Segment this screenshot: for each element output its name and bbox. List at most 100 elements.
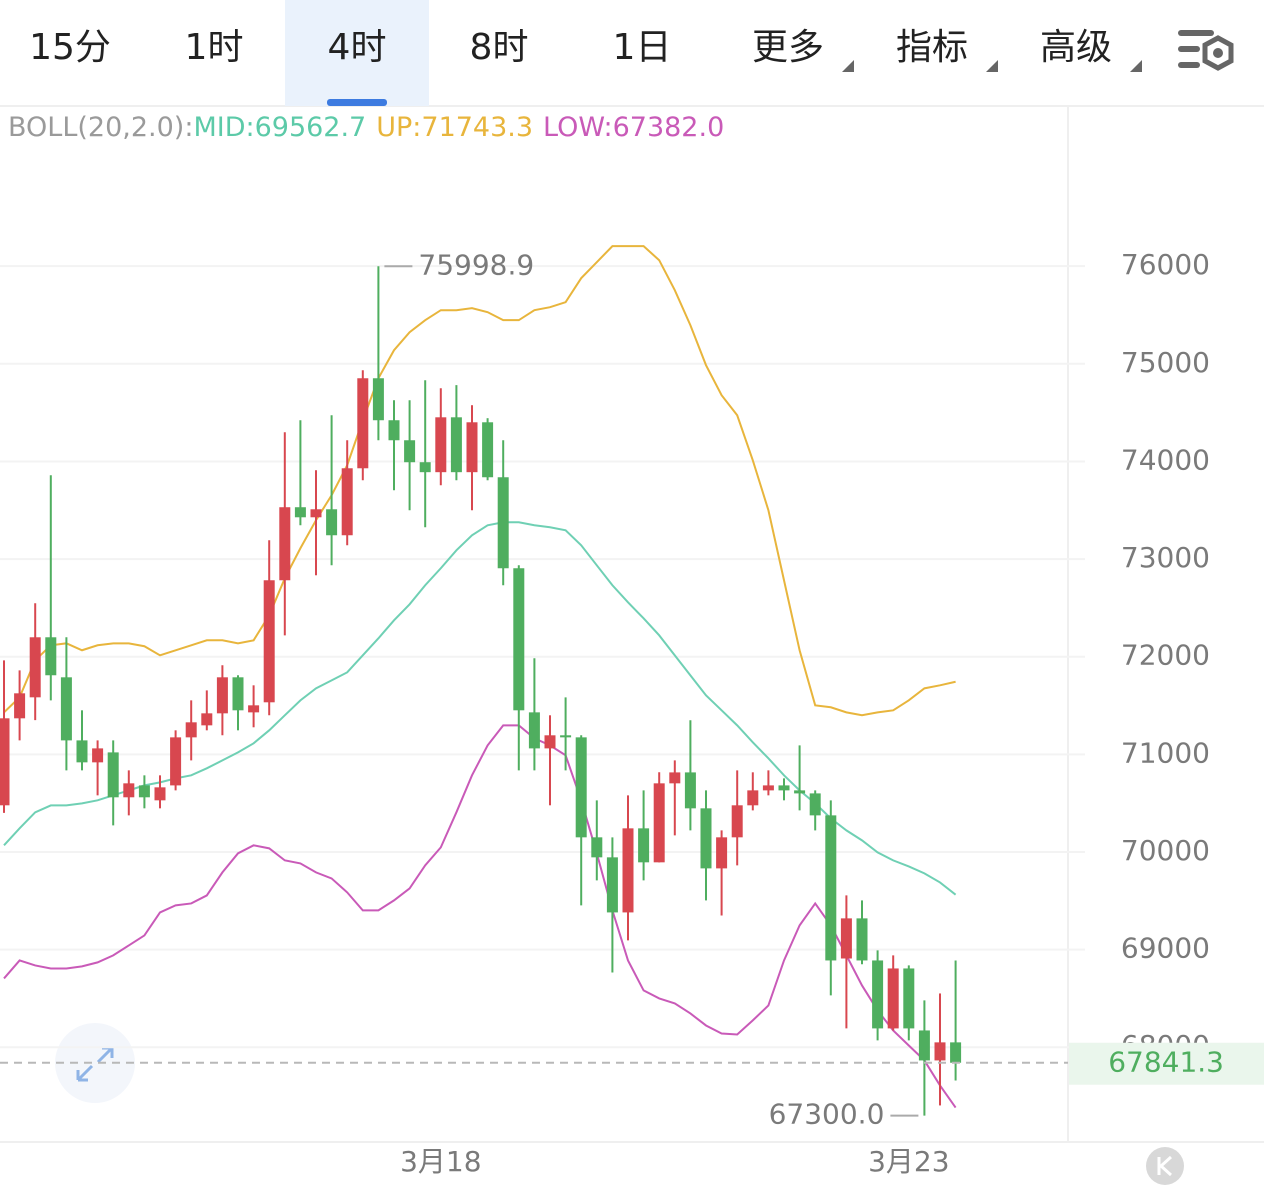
y-tick-label: 75000 — [1121, 346, 1210, 379]
last-price-box — [1069, 1042, 1264, 1085]
tab-label: 高级 — [1040, 27, 1112, 68]
candle-body — [372, 378, 384, 421]
candle-body — [794, 790, 806, 794]
candle-body — [840, 918, 852, 959]
icon-bar — [1178, 46, 1200, 52]
candle-body — [60, 677, 72, 741]
tab-label: 1日 — [613, 27, 672, 68]
expand-bg — [55, 1023, 135, 1103]
y-tick-label: 74000 — [1121, 443, 1210, 476]
candle-body — [856, 918, 868, 961]
min-label: 67300.0 — [769, 1098, 885, 1131]
candle-body — [263, 580, 275, 703]
tab[interactable]: 4时 — [285, 0, 429, 106]
dropdown-arrow — [842, 60, 854, 72]
x-tick-label: 3月23 — [868, 1145, 949, 1178]
candle-body — [700, 808, 712, 869]
candle-body — [872, 960, 884, 1029]
band-line — [3, 724, 957, 1109]
candle-body — [232, 677, 244, 711]
candle-body — [887, 968, 899, 1029]
candle-body — [14, 693, 26, 719]
candle-body — [497, 477, 509, 569]
tab[interactable]: 高级 — [1040, 27, 1142, 72]
candle-body — [294, 507, 306, 518]
tab-label: 1时 — [185, 27, 244, 68]
candle-body — [684, 772, 696, 809]
y-tick-label: 72000 — [1121, 639, 1210, 672]
indicator-legend: BOLL(20,2.0):MID:69562.7 UP:71743.3 LOW:67… — [8, 112, 724, 143]
candle-body — [170, 737, 182, 786]
tab[interactable]: 指标 — [896, 27, 998, 72]
candle-body — [216, 677, 228, 714]
candle-body — [731, 805, 743, 838]
candle-body — [435, 417, 447, 473]
tab-label: 4时 — [328, 27, 387, 68]
candle-body — [638, 828, 650, 863]
x-tick-label: 3月18 — [400, 1145, 481, 1178]
band-line — [3, 245, 956, 717]
candle-body — [934, 1042, 946, 1061]
expand-icon — [76, 1046, 114, 1082]
candle-body — [341, 468, 353, 536]
candle-body — [357, 378, 369, 469]
icon-hex — [1202, 35, 1234, 71]
legend-item: UP:71743.3 — [376, 112, 533, 143]
candle-body — [950, 1042, 962, 1063]
tab[interactable]: 1时 — [185, 27, 244, 68]
expand-button[interactable] — [55, 1023, 135, 1103]
k-icon — [1157, 1155, 1173, 1177]
candle-body — [716, 837, 728, 869]
tab[interactable]: 更多 — [752, 27, 854, 72]
y-tick-label: 76000 — [1121, 248, 1210, 281]
candle-body — [825, 815, 837, 961]
candle-body — [762, 785, 774, 791]
icon-dot — [1213, 48, 1223, 58]
k-button[interactable] — [1146, 1147, 1184, 1185]
candle-body — [778, 785, 790, 791]
candle-body — [591, 837, 603, 858]
candle-body — [0, 718, 10, 806]
legend-item: MID:69562.7 — [193, 112, 366, 143]
candle-body — [326, 509, 338, 536]
tab[interactable]: 8时 — [470, 27, 529, 68]
candle-body — [107, 752, 119, 798]
candle-body — [92, 748, 104, 763]
candle-body — [201, 713, 213, 726]
candle-body — [653, 783, 665, 863]
tab-label: 指标 — [896, 27, 968, 68]
tab[interactable]: 15分 — [29, 27, 111, 68]
candle-body — [388, 420, 400, 441]
candle-body — [466, 422, 478, 473]
tab-active-bg — [285, 0, 429, 106]
settings-icon[interactable] — [1178, 30, 1234, 71]
tab-label: 8时 — [470, 27, 529, 68]
candle-body — [575, 737, 587, 838]
y-tick-label: 73000 — [1121, 541, 1210, 574]
candle-body — [544, 735, 556, 749]
candle-body — [747, 790, 759, 806]
candle-body — [123, 783, 135, 798]
candle-body — [482, 422, 494, 478]
candle-body — [154, 787, 166, 801]
band-line — [3, 521, 957, 896]
candle-body — [513, 568, 525, 711]
k-bg — [1146, 1147, 1184, 1185]
icon-bar — [1178, 62, 1200, 68]
candle-body — [450, 417, 462, 473]
tab[interactable]: 1日 — [613, 27, 672, 68]
last-price-label: 67841.3 — [1108, 1046, 1224, 1079]
icon-bar — [1178, 30, 1214, 36]
legend-item: LOW:67382.0 — [543, 112, 724, 143]
candle-body — [809, 793, 821, 816]
candle-body — [404, 440, 416, 463]
tab-label: 更多 — [752, 27, 824, 68]
candle-body — [310, 509, 322, 518]
candle-body — [419, 462, 431, 473]
candle-body — [560, 735, 572, 738]
max-label: 75998.9 — [418, 248, 534, 281]
y-tick-label: 70000 — [1121, 834, 1210, 867]
